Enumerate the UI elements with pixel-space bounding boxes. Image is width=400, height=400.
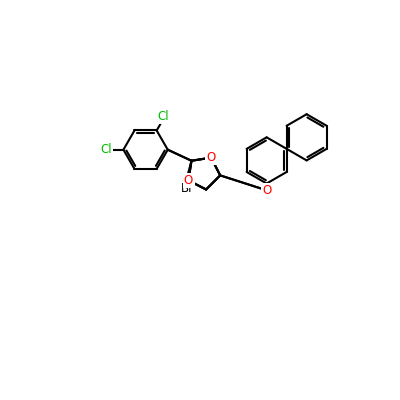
Text: Cl: Cl [101,143,112,156]
Text: O: O [262,184,271,197]
Text: O: O [206,151,216,164]
Text: O: O [184,174,193,187]
Text: Cl: Cl [157,110,169,123]
Text: O: O [184,174,193,187]
Text: O: O [262,184,271,197]
Text: O: O [184,174,193,187]
Text: Br: Br [180,182,194,195]
Text: O: O [206,151,216,164]
Text: O: O [206,151,216,164]
